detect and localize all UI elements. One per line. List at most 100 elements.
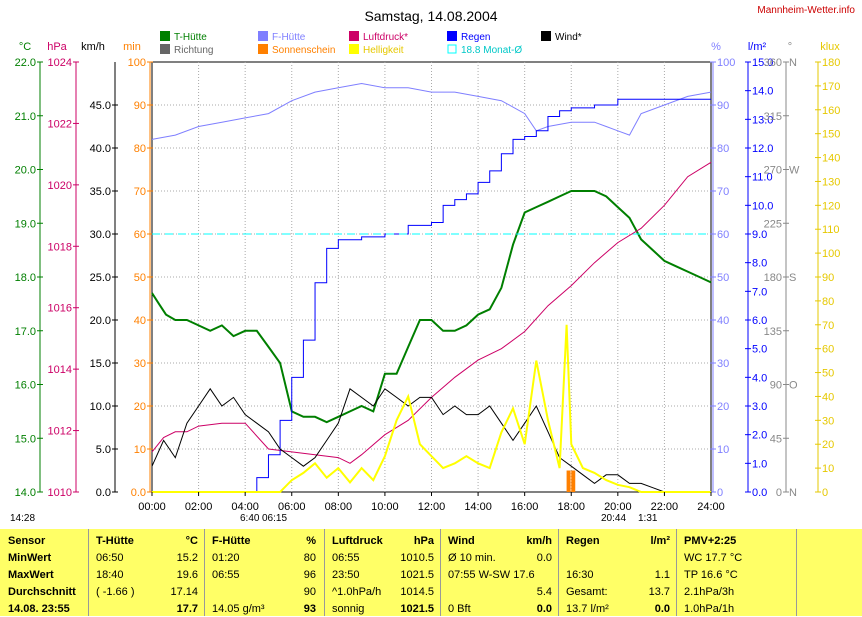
klux-axis-label: 40 bbox=[822, 391, 834, 403]
sunrise-label: 6:40 bbox=[240, 513, 260, 524]
pressure-axis-label: 1022 bbox=[48, 118, 72, 130]
col-press bbox=[324, 529, 441, 616]
rain-axis-label: 7.0 bbox=[752, 286, 767, 298]
sunshine-bar bbox=[571, 470, 576, 492]
wind-axis-label: 25.0 bbox=[90, 272, 111, 284]
sun-axis-label: 70 bbox=[134, 186, 146, 198]
summary-table: Sensor T-Hütte °C F-Hütte% Luftdruck hPa Wind k… bbox=[0, 529, 862, 616]
humidity-axis-label: 40 bbox=[717, 315, 729, 327]
temp-axis-label: 22.0 bbox=[15, 57, 36, 69]
sun-axis-label: 50 bbox=[134, 272, 146, 284]
series-regen bbox=[152, 98, 711, 493]
humidity-axis-label: 30 bbox=[717, 358, 729, 370]
rain-axis-label: 1.0 bbox=[752, 458, 767, 470]
dir-axis-label: 90 bbox=[770, 380, 782, 392]
col-rain bbox=[558, 529, 677, 616]
legend-label: F-Hütte bbox=[272, 32, 306, 43]
unit-humidity: % bbox=[711, 41, 721, 53]
klux-axis-label: 120 bbox=[822, 200, 840, 212]
row-w-val: 0.0 bbox=[536, 603, 552, 615]
row-f-time: 14.05 g/m³ bbox=[212, 603, 265, 615]
row-label: MaxWert bbox=[8, 569, 54, 581]
humidity-axis-label: 60 bbox=[717, 229, 729, 241]
row-t-time: 06:50 bbox=[96, 552, 124, 564]
sun-axis-label: 10 bbox=[134, 444, 146, 456]
humidity-axis-label: 0 bbox=[717, 487, 723, 499]
humidity-axis-label: 10 bbox=[717, 444, 729, 456]
x-label: 18:00 bbox=[557, 501, 585, 513]
legend-label: T-Hütte bbox=[174, 32, 207, 43]
wind-axis-label: 45.0 bbox=[90, 100, 111, 112]
row-p-val: 1010.5 bbox=[400, 552, 434, 564]
pressure-axis-label: 1024 bbox=[48, 57, 72, 69]
legend-label: Sonnenschein bbox=[272, 45, 335, 56]
sun-axis-label: 0.0 bbox=[131, 487, 146, 499]
legend-swatch bbox=[258, 44, 268, 54]
klux-axis-label: 50 bbox=[822, 368, 834, 380]
x-label: 06:00 bbox=[278, 501, 306, 513]
humidity-axis-label: 90 bbox=[717, 100, 729, 112]
temp-axis-label: 19.0 bbox=[15, 218, 36, 230]
row-r-time: Gesamt: bbox=[566, 586, 608, 598]
humidity-axis-label: 100 bbox=[717, 57, 735, 69]
rain-axis-label: 4.0 bbox=[752, 372, 767, 384]
row-t-val: 19.6 bbox=[176, 569, 198, 581]
col-sensor bbox=[0, 529, 89, 616]
row-f-val: 96 bbox=[303, 569, 316, 581]
unit-pressure: hPa bbox=[47, 41, 67, 53]
rain-axis-label: 13.0 bbox=[752, 114, 773, 126]
site-link[interactable]: Mannheim-Wetter.info bbox=[757, 5, 855, 16]
sun-axis-label: 40 bbox=[134, 315, 146, 327]
row-f-val: 93 bbox=[303, 603, 316, 615]
row-f-val: 90 bbox=[303, 586, 316, 598]
pressure-axis-label: 1014 bbox=[48, 364, 72, 376]
humidity-axis-label: 20 bbox=[717, 401, 729, 413]
dir-axis-label: 315 bbox=[764, 111, 782, 123]
rain-axis-label: 9.0 bbox=[752, 229, 767, 241]
klux-axis-label: 110 bbox=[822, 224, 840, 236]
legend-swatch bbox=[447, 31, 457, 41]
row-p-val: 1014.5 bbox=[400, 586, 434, 598]
sun-marks: 14:28 6:40 06:15 20:44 1:31 bbox=[10, 513, 658, 524]
wind-axis-label: 35.0 bbox=[90, 186, 111, 198]
row-t-val: 17.14 bbox=[170, 586, 198, 598]
row-r-val: 1.1 bbox=[654, 569, 670, 581]
left-time: 14:28 bbox=[10, 513, 35, 524]
row-r-time: 16:30 bbox=[566, 569, 594, 581]
row-r-val: 13.7 bbox=[648, 586, 670, 598]
rain-axis-label: 14.0 bbox=[752, 86, 773, 98]
col-hum bbox=[204, 529, 325, 616]
rain-axis-label: 12.0 bbox=[752, 143, 773, 155]
legend-swatch bbox=[349, 31, 359, 41]
row-p-val: 1021.5 bbox=[400, 569, 434, 581]
th-press: Luftdruck bbox=[332, 535, 383, 547]
wind-axis-label: 20.0 bbox=[90, 315, 111, 327]
x-label: 10:00 bbox=[371, 501, 399, 513]
sun-axis-label: 80 bbox=[134, 143, 146, 155]
sun-axis-label: 90 bbox=[134, 100, 146, 112]
unit-dir: ° bbox=[788, 41, 792, 53]
dir-axis-compass: W bbox=[789, 165, 800, 177]
th-pmv: PMV+2:25 bbox=[684, 535, 737, 547]
temp-axis-label: 15.0 bbox=[15, 433, 36, 445]
legend-label: Regen bbox=[461, 32, 490, 43]
temp-axis-label: 14.0 bbox=[15, 487, 36, 499]
dir-axis-label: 360 bbox=[764, 57, 782, 69]
dir-axis-compass: O bbox=[789, 380, 798, 392]
legend-label: Luftdruck* bbox=[363, 32, 408, 43]
rain-axis-label: 11.0 bbox=[752, 172, 773, 184]
th-sensor: Sensor bbox=[8, 535, 46, 547]
series-helligkeit bbox=[152, 324, 711, 493]
row-w-val: 0.0 bbox=[536, 552, 552, 564]
klux-axis-label: 150 bbox=[822, 129, 840, 141]
unit-sun: min bbox=[123, 41, 141, 53]
dir-axis-label: 135 bbox=[764, 326, 782, 338]
klux-axis-label: 140 bbox=[822, 153, 840, 165]
klux-axis-label: 100 bbox=[822, 248, 840, 260]
sun-axis-label: 60 bbox=[134, 229, 146, 241]
row-t-val: 15.2 bbox=[176, 552, 198, 564]
row-t-time: ( -1.66 ) bbox=[96, 586, 135, 598]
th-wind: Wind bbox=[448, 535, 475, 547]
klux-axis-label: 130 bbox=[822, 176, 840, 188]
wind-axis-label: 10.0 bbox=[90, 401, 111, 413]
